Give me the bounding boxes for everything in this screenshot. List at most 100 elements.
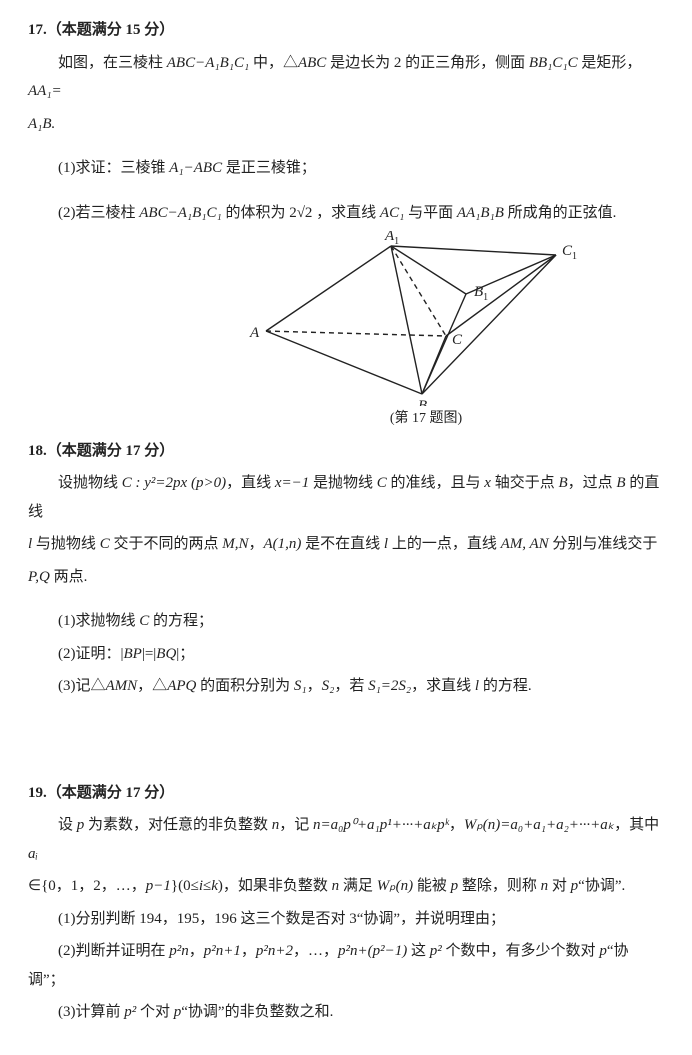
math: A(1,n) <box>263 536 301 552</box>
math: n <box>541 878 549 894</box>
math: A₁B. <box>28 116 55 132</box>
math: S₁=2S₂ <box>368 678 411 694</box>
svg-text:B: B <box>418 398 427 406</box>
math: p <box>174 1004 182 1020</box>
text: ，若 <box>334 678 368 694</box>
text: ，△ <box>137 678 167 694</box>
math: n=a₀p⁰+a₁p¹+···+aₖpᵏ <box>313 817 449 833</box>
math: ABC <box>298 55 326 71</box>
text: 整除，则称 <box>458 878 541 894</box>
text: (1)求证：三棱锥 <box>58 160 169 176</box>
math: C <box>100 536 110 552</box>
math: p² <box>124 1004 136 1020</box>
svg-text:C: C <box>452 332 463 348</box>
q18-sub3: (3)记△AMN，△APQ 的面积分别为 S₁，S₂，若 S₁=2S₂，求直线 … <box>28 672 664 701</box>
text: 能被 <box>413 878 451 894</box>
q17-p2: A₁B. <box>28 110 664 139</box>
math: ABC−A₁B₁C₁ <box>167 55 249 71</box>
text: ，求直线 <box>411 678 475 694</box>
text: ，过点 <box>568 475 617 491</box>
math: AMN <box>106 678 138 694</box>
text: (3)记△ <box>58 678 106 694</box>
text: 是抛物线 <box>309 475 377 491</box>
text: ，记 <box>279 817 313 833</box>
text: 上的一点，直线 <box>388 536 501 552</box>
svg-text:A: A <box>249 325 260 341</box>
text: 个对 <box>136 1004 174 1020</box>
math: AM, AN <box>501 536 549 552</box>
text: ，其中 <box>614 817 659 833</box>
q19-sub3: (3)计算前 p² 个对 p“协调”的非负整数之和. <box>28 998 664 1027</box>
text: ≤ <box>203 878 211 894</box>
math: k <box>211 878 218 894</box>
math: BP <box>124 646 142 662</box>
math: C <box>377 475 387 491</box>
q19-sub1: (1)分别判断 194，195，196 这三个数是否对 3“协调”，并说明理由； <box>28 905 664 934</box>
math: Wₚ(n) <box>377 878 413 894</box>
text: “协调”的非负整数之和. <box>181 1004 333 1020</box>
math: B <box>616 475 625 491</box>
svg-text:B1: B1 <box>474 284 488 303</box>
text: 的方程. <box>479 678 532 694</box>
text: ， <box>189 943 204 959</box>
q18-sub1: (1)求抛物线 C 的方程； <box>28 607 664 636</box>
text: 为素数，对任意的非负整数 <box>84 817 272 833</box>
text: 的面积分别为 <box>196 678 294 694</box>
math: AA₁= <box>28 83 62 99</box>
text: 是边长为 2 的正三角形，侧面 <box>326 55 529 71</box>
q18-sub2: (2)证明：|BP|=|BQ|； <box>28 640 664 669</box>
text: 的方程； <box>149 613 213 629</box>
text: 设抛物线 <box>58 475 122 491</box>
text: 与平面 <box>404 205 457 221</box>
text: 如图，在三棱柱 <box>58 55 167 71</box>
math: AA₁B₁B <box>457 205 504 221</box>
math: BQ <box>156 646 176 662</box>
text: 个数中，有多少个数对 <box>442 943 600 959</box>
text: 中，△ <box>249 55 298 71</box>
text: 的体积为 2√2 ，求直线 <box>222 205 380 221</box>
text: “协调”. <box>578 878 625 894</box>
math: p²n+2 <box>256 943 293 959</box>
svg-text:A1: A1 <box>384 231 399 247</box>
math: AC₁ <box>380 205 404 221</box>
text: ， <box>241 943 256 959</box>
text: 的准线，且与 <box>387 475 485 491</box>
text: ， <box>449 817 464 833</box>
q17-p1: 如图，在三棱柱 ABC−A₁B₁C₁ 中，△ABC 是边长为 2 的正三角形，侧… <box>28 49 664 106</box>
q19-head: 19.（本题满分 17 分） <box>28 779 664 808</box>
math: p²n+(p²−1) <box>338 943 407 959</box>
math: C : y²=2px (p>0) <box>122 475 226 491</box>
text: 是不在直线 <box>301 536 384 552</box>
q18-head: 18.（本题满分 17 分） <box>28 437 664 466</box>
math: A₁−ABC <box>169 160 222 176</box>
q17-figure: ABCA1B1C1 <box>158 231 664 406</box>
text: (2)判断并证明在 <box>58 943 169 959</box>
q17-sub2: (2)若三棱柱 ABC−A₁B₁C₁ 的体积为 2√2 ，求直线 AC₁ 与平面… <box>28 199 664 228</box>
text: ∈{0，1，2，…， <box>28 878 146 894</box>
q19-p2: ∈{0，1，2，…，p−1}(0≤i≤k)，如果非负整数 n 满足 Wₚ(n) … <box>28 872 664 901</box>
math: Wₚ(n)=a₀+a₁+a₂+···+aₖ <box>464 817 614 833</box>
math: ABC−A₁B₁C₁ <box>139 205 221 221</box>
text: ，直线 <box>226 475 275 491</box>
math: APQ <box>167 678 196 694</box>
math: x=−1 <box>275 475 309 491</box>
q19-p1: 设 p 为素数，对任意的非负整数 n，记 n=a₀p⁰+a₁p¹+···+aₖp… <box>28 811 664 868</box>
text: 与抛物线 <box>32 536 100 552</box>
text: 设 <box>58 817 77 833</box>
math: BB₁C₁C <box>529 55 578 71</box>
math: P,Q <box>28 569 50 585</box>
math: p² <box>430 943 442 959</box>
q17-sub1: (1)求证：三棱锥 A₁−ABC 是正三棱锥； <box>28 154 664 183</box>
q18-p1: 设抛物线 C : y²=2px (p>0)，直线 x=−1 是抛物线 C 的准线… <box>28 469 664 526</box>
text: 交于不同的两点 <box>110 536 223 552</box>
math: n <box>332 878 340 894</box>
text: (1)求抛物线 <box>58 613 139 629</box>
math: p−1 <box>146 878 171 894</box>
text: 对 <box>548 878 571 894</box>
text: 所成角的正弦值. <box>504 205 617 221</box>
text: 两点. <box>50 569 88 585</box>
text: (2)若三棱柱 <box>58 205 139 221</box>
text: 这 <box>407 943 430 959</box>
math: x <box>484 475 491 491</box>
math: aᵢ <box>28 846 38 862</box>
